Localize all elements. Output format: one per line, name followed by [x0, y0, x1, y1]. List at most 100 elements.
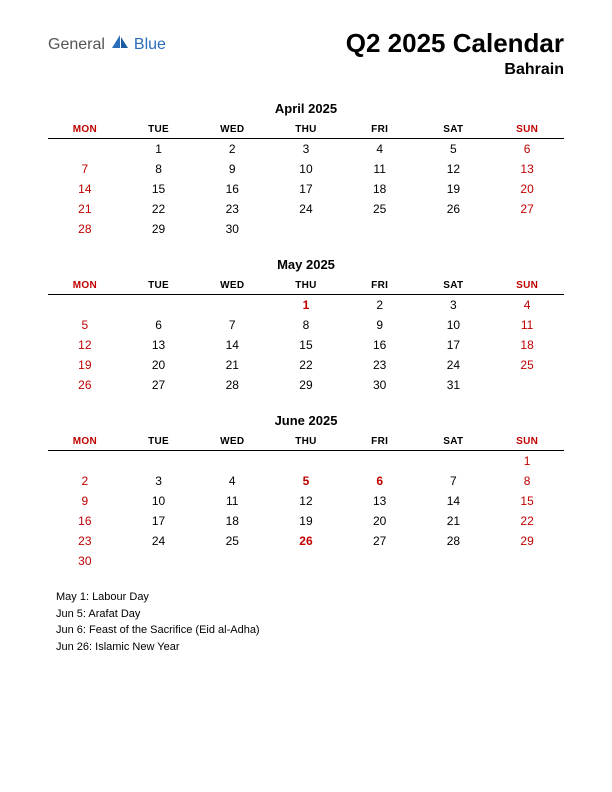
- calendar-row: 12131415161718: [48, 335, 564, 355]
- calendar-cell: 3: [269, 139, 343, 160]
- calendar-row: 16171819202122: [48, 511, 564, 531]
- calendar-cell: 22: [490, 511, 564, 531]
- calendar-cell: 21: [195, 355, 269, 375]
- months-container: April 2025MONTUEWEDTHUFRISATSUN123456789…: [48, 101, 564, 571]
- calendar-cell: 25: [490, 355, 564, 375]
- day-header: FRI: [343, 432, 417, 451]
- calendar-cell: [48, 295, 122, 316]
- calendar-cell: 27: [122, 375, 196, 395]
- calendar-cell: 13: [122, 335, 196, 355]
- month-block: April 2025MONTUEWEDTHUFRISATSUN123456789…: [48, 101, 564, 239]
- calendar-cell: 5: [417, 139, 491, 160]
- calendar-cell: 16: [195, 179, 269, 199]
- calendar-cell: 6: [122, 315, 196, 335]
- calendar-cell: 30: [195, 219, 269, 239]
- calendar-cell: 19: [417, 179, 491, 199]
- calendar-cell: 12: [269, 491, 343, 511]
- day-header: MON: [48, 120, 122, 139]
- calendar-cell: 15: [490, 491, 564, 511]
- calendar-cell: [417, 551, 491, 571]
- holiday-item: Jun 26: Islamic New Year: [56, 639, 564, 656]
- day-header: SUN: [490, 120, 564, 139]
- calendar-cell: [195, 295, 269, 316]
- calendar-cell: [122, 451, 196, 472]
- calendar-cell: 24: [417, 355, 491, 375]
- calendar-cell: 26: [417, 199, 491, 219]
- calendar-cell: [490, 551, 564, 571]
- calendar-row: 1234: [48, 295, 564, 316]
- day-header: FRI: [343, 120, 417, 139]
- day-header: THU: [269, 432, 343, 451]
- day-header: MON: [48, 276, 122, 295]
- calendar-cell: [122, 295, 196, 316]
- logo-sail-icon: [110, 34, 130, 55]
- calendar-cell: 29: [490, 531, 564, 551]
- month-block: May 2025MONTUEWEDTHUFRISATSUN12345678910…: [48, 257, 564, 395]
- calendar-cell: 4: [195, 471, 269, 491]
- calendar-row: 78910111213: [48, 159, 564, 179]
- calendar-cell: [490, 219, 564, 239]
- day-header: THU: [269, 120, 343, 139]
- day-header: SUN: [490, 432, 564, 451]
- day-header: TUE: [122, 432, 196, 451]
- calendar-cell: 13: [343, 491, 417, 511]
- day-header: SAT: [417, 276, 491, 295]
- calendar-cell: 26: [48, 375, 122, 395]
- calendar-cell: [195, 551, 269, 571]
- holiday-item: Jun 5: Arafat Day: [56, 606, 564, 623]
- logo-text-blue: Blue: [134, 36, 166, 54]
- calendar-row: 21222324252627: [48, 199, 564, 219]
- calendar-cell: 19: [48, 355, 122, 375]
- calendar-cell: 8: [269, 315, 343, 335]
- calendar-row: 19202122232425: [48, 355, 564, 375]
- calendar-row: 9101112131415: [48, 491, 564, 511]
- calendar-cell: 30: [48, 551, 122, 571]
- calendar-row: 282930: [48, 219, 564, 239]
- calendar-cell: 7: [195, 315, 269, 335]
- calendar-cell: 10: [122, 491, 196, 511]
- calendar-cell: 17: [122, 511, 196, 531]
- holiday-item: May 1: Labour Day: [56, 589, 564, 606]
- calendar-cell: 9: [48, 491, 122, 511]
- calendar-cell: 9: [343, 315, 417, 335]
- calendar-row: 262728293031: [48, 375, 564, 395]
- calendar-cell: 16: [48, 511, 122, 531]
- calendar-cell: 11: [490, 315, 564, 335]
- calendar-cell: 27: [490, 199, 564, 219]
- calendar-cell: 28: [195, 375, 269, 395]
- calendar-cell: 23: [195, 199, 269, 219]
- calendar-cell: 18: [343, 179, 417, 199]
- logo: General Blue: [48, 28, 166, 55]
- calendar-row: 30: [48, 551, 564, 571]
- day-header: MON: [48, 432, 122, 451]
- calendar-table: MONTUEWEDTHUFRISATSUN1234567891011121314…: [48, 276, 564, 395]
- calendar-cell: 1: [122, 139, 196, 160]
- calendar-cell: 9: [195, 159, 269, 179]
- calendar-cell: 14: [417, 491, 491, 511]
- calendar-cell: 17: [417, 335, 491, 355]
- calendar-cell: 10: [269, 159, 343, 179]
- calendar-cell: 30: [343, 375, 417, 395]
- calendar-cell: 18: [490, 335, 564, 355]
- calendar-cell: 1: [490, 451, 564, 472]
- day-header: TUE: [122, 276, 196, 295]
- calendar-cell: [48, 451, 122, 472]
- calendar-cell: 11: [195, 491, 269, 511]
- calendar-cell: 3: [122, 471, 196, 491]
- calendar-cell: 2: [195, 139, 269, 160]
- calendar-cell: 12: [417, 159, 491, 179]
- day-header: WED: [195, 120, 269, 139]
- calendar-cell: 17: [269, 179, 343, 199]
- calendar-cell: [269, 551, 343, 571]
- title-block: Q2 2025 Calendar Bahrain: [346, 28, 564, 79]
- calendar-cell: 16: [343, 335, 417, 355]
- calendar-cell: 6: [490, 139, 564, 160]
- calendar-cell: [417, 451, 491, 472]
- day-header: SAT: [417, 120, 491, 139]
- month-block: June 2025MONTUEWEDTHUFRISATSUN1234567891…: [48, 413, 564, 571]
- calendar-cell: 5: [269, 471, 343, 491]
- calendar-cell: 14: [195, 335, 269, 355]
- calendar-cell: [343, 551, 417, 571]
- calendar-cell: 21: [48, 199, 122, 219]
- calendar-cell: [122, 551, 196, 571]
